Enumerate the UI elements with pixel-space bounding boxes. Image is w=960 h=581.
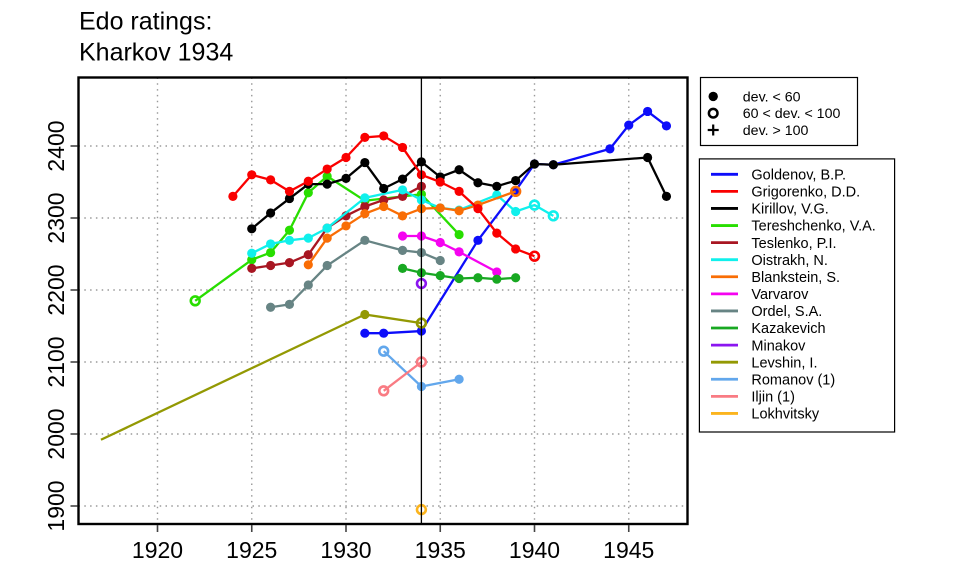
svg-text:Teslenko, P.I.: Teslenko, P.I. [751,236,836,252]
svg-text:Romanov (1): Romanov (1) [751,372,835,388]
svg-text:dev. < 60: dev. < 60 [743,89,801,105]
svg-text:1920: 1920 [132,537,183,563]
svg-text:Minakov: Minakov [751,338,806,354]
svg-text:2100: 2100 [43,336,69,387]
svg-text:Kharkov 1934: Kharkov 1934 [79,39,233,67]
svg-text:Blankstein, S.: Blankstein, S. [751,270,840,286]
svg-text:2400: 2400 [43,120,69,171]
svg-text:60 < dev. < 100: 60 < dev. < 100 [743,106,841,122]
svg-text:dev. > 100: dev. > 100 [743,123,809,139]
svg-text:Ordel, S.A.: Ordel, S.A. [751,304,822,320]
svg-text:Kirillov, V.G.: Kirillov, V.G. [751,202,828,218]
svg-text:Kazakevich: Kazakevich [751,321,825,337]
svg-text:Iljin (1): Iljin (1) [751,390,795,406]
svg-text:1945: 1945 [603,537,654,563]
svg-text:2200: 2200 [43,264,69,315]
svg-text:2300: 2300 [43,192,69,243]
svg-text:Lokhvitsky: Lokhvitsky [751,407,819,423]
svg-text:Varvarov: Varvarov [751,287,809,303]
svg-text:Goldenov, B.P.: Goldenov, B.P. [751,168,846,184]
svg-text:Tereshchenko, V.A.: Tereshchenko, V.A. [751,219,875,235]
svg-text:1935: 1935 [415,537,466,563]
svg-text:1925: 1925 [226,537,277,563]
svg-text:Edo ratings:: Edo ratings: [79,8,212,36]
svg-text:1900: 1900 [43,480,69,531]
svg-text:1930: 1930 [320,537,371,563]
svg-text:2000: 2000 [43,408,69,459]
svg-text:1940: 1940 [509,537,560,563]
svg-text:Grigorenko, D.D.: Grigorenko, D.D. [751,185,860,201]
svg-text:Oistrakh, N.: Oistrakh, N. [751,253,828,269]
svg-text:Levshin, I.: Levshin, I. [751,355,817,371]
